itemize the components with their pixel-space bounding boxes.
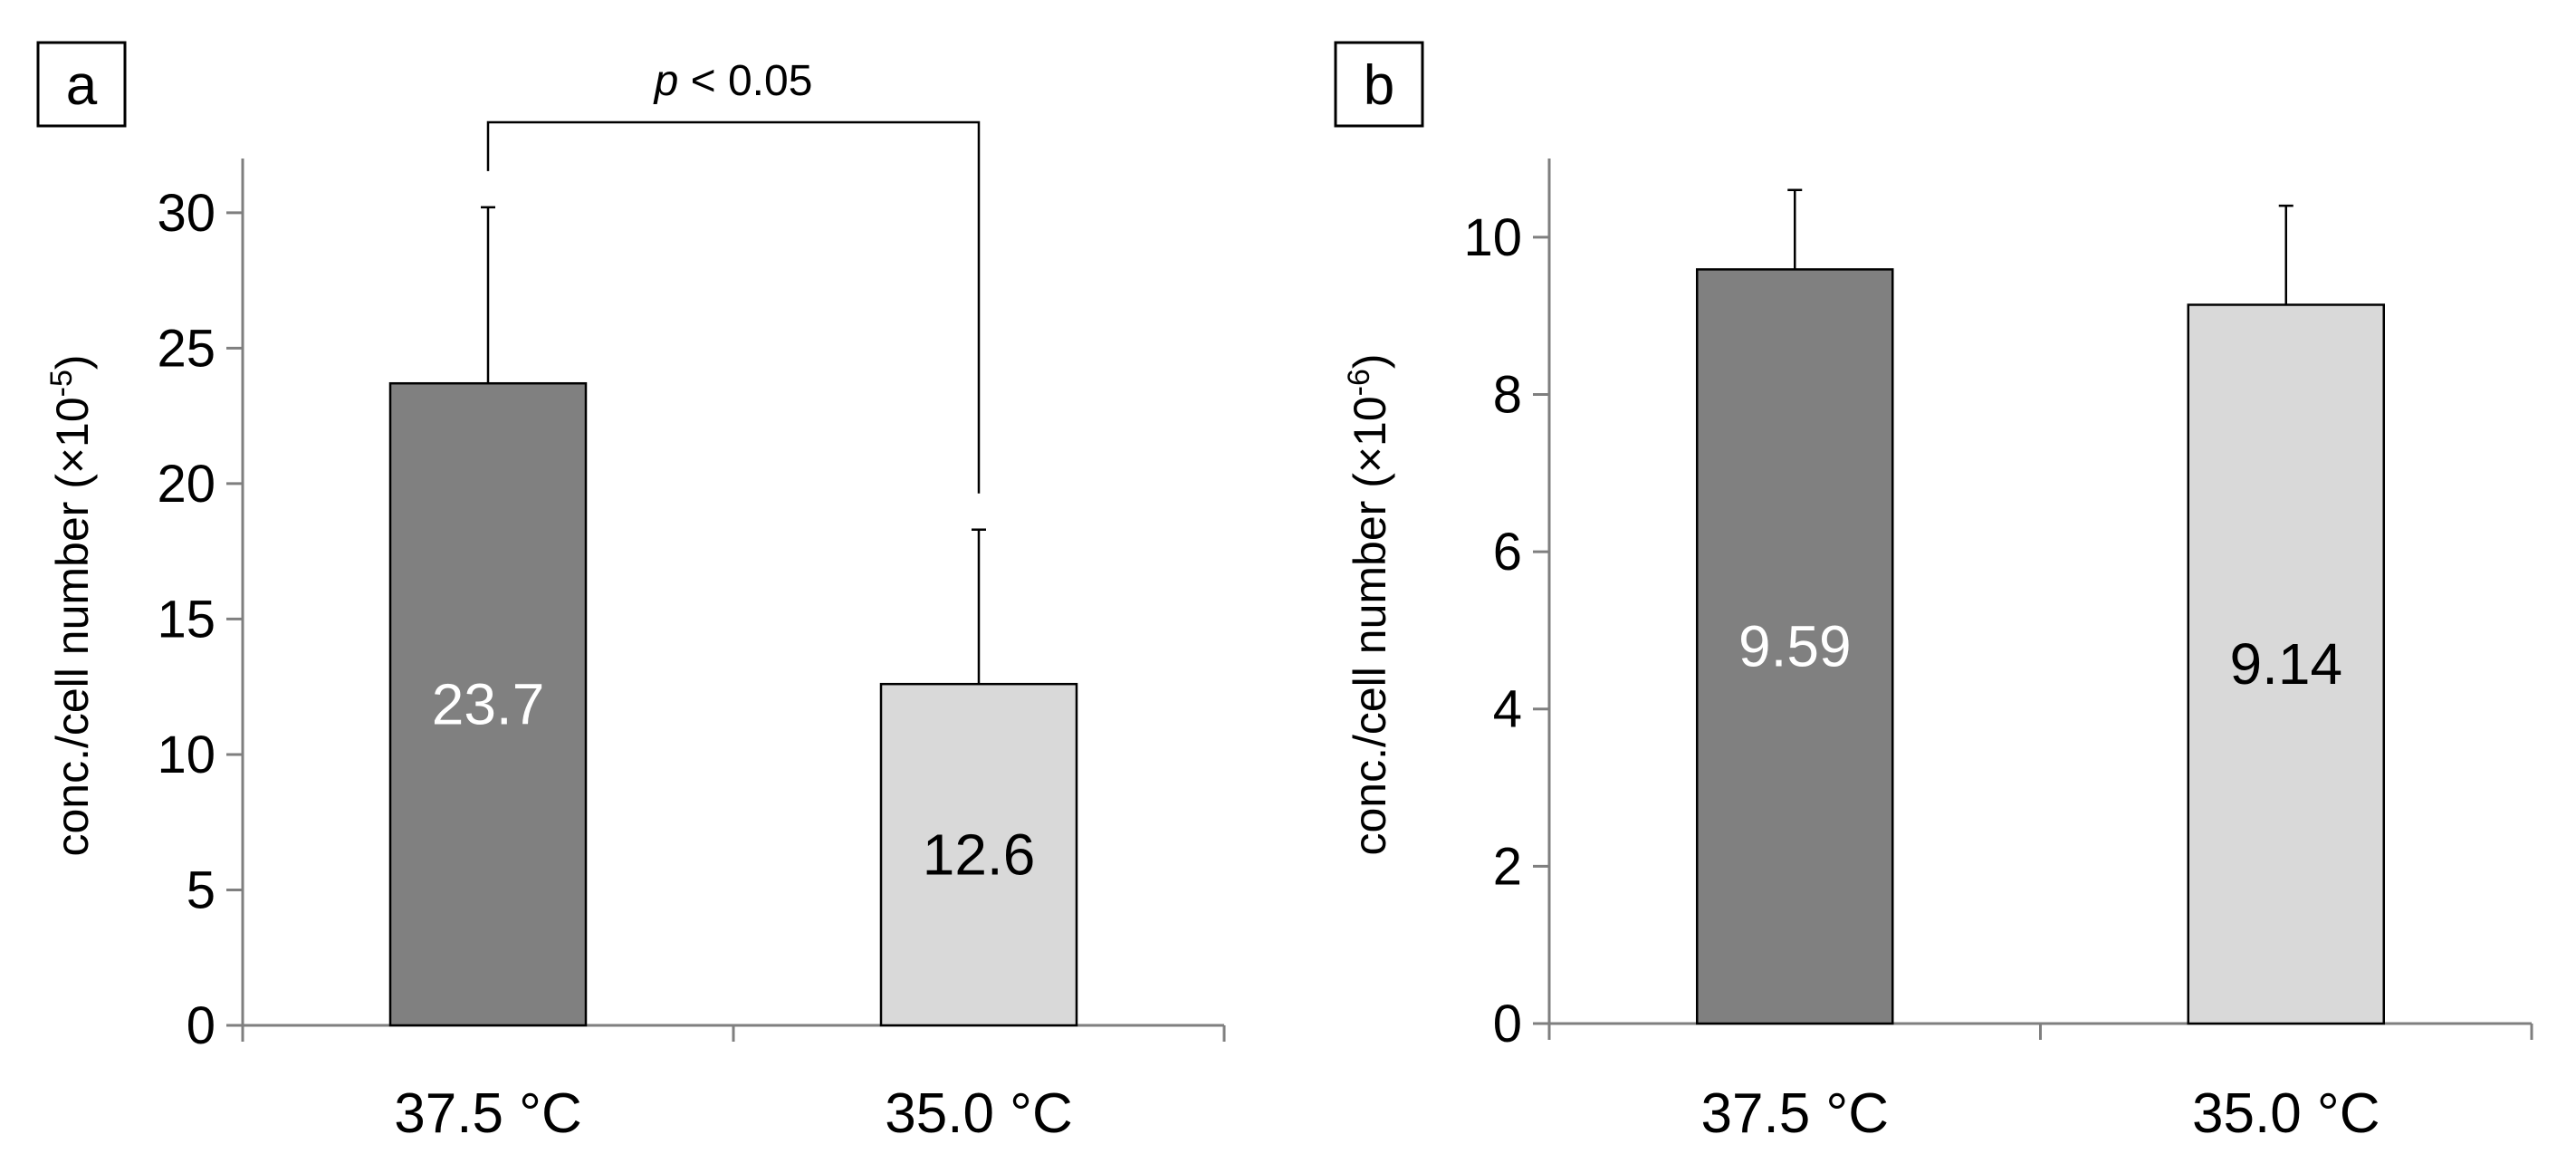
y-tick-label: 5 <box>187 861 215 919</box>
panel-b: b 0 2 4 6 8 10 conc./cell number (×10-6) 9.59 37.… <box>1334 41 2533 1145</box>
value-label: 23.7 <box>432 672 545 737</box>
panel-a: a 0 5 10 15 20 25 30 conc./cell number (×10-5) 23… <box>36 41 1226 1145</box>
y-tick-label: 10 <box>157 726 215 784</box>
category-label: 35.0 °C <box>2192 1082 2380 1145</box>
category-label: 37.5 °C <box>394 1082 581 1145</box>
panel-label: b <box>1364 54 1394 117</box>
y-tick-label: 25 <box>157 319 215 378</box>
panel-label-box <box>1334 41 1424 128</box>
y-tick-label: 20 <box>157 455 215 514</box>
y-tick-label: 15 <box>157 590 215 649</box>
category-label: 37.5 °C <box>1701 1082 1889 1145</box>
value-label: 12.6 <box>923 822 1036 888</box>
bar <box>388 381 588 1027</box>
y-tick-label: 8 <box>1493 365 1522 424</box>
y-tick-label: 30 <box>157 184 215 243</box>
value-label: 9.59 <box>1738 614 1852 679</box>
panel-label-box <box>36 41 127 128</box>
y-tick-label: 4 <box>1493 680 1522 739</box>
significance-bracket <box>486 120 981 494</box>
y-tick-label: 0 <box>1493 995 1522 1053</box>
panel-label: a <box>66 54 98 117</box>
y-axis-label: conc./cell number (×10-5) <box>44 354 98 856</box>
bar <box>1696 268 1894 1025</box>
bar <box>2187 303 2385 1025</box>
y-tick-label: 6 <box>1493 523 1522 582</box>
value-label: 9.14 <box>2229 631 2342 697</box>
y-axis-label: conc./cell number (×10-6) <box>1342 353 1395 855</box>
y-tick-label: 10 <box>1463 208 1522 267</box>
y-tick-label: 0 <box>187 996 215 1055</box>
category-label: 35.0 °C <box>885 1082 1072 1145</box>
y-tick-label: 2 <box>1493 837 1522 896</box>
significance-label: p < 0.05 <box>653 57 813 105</box>
bar <box>879 682 1078 1027</box>
